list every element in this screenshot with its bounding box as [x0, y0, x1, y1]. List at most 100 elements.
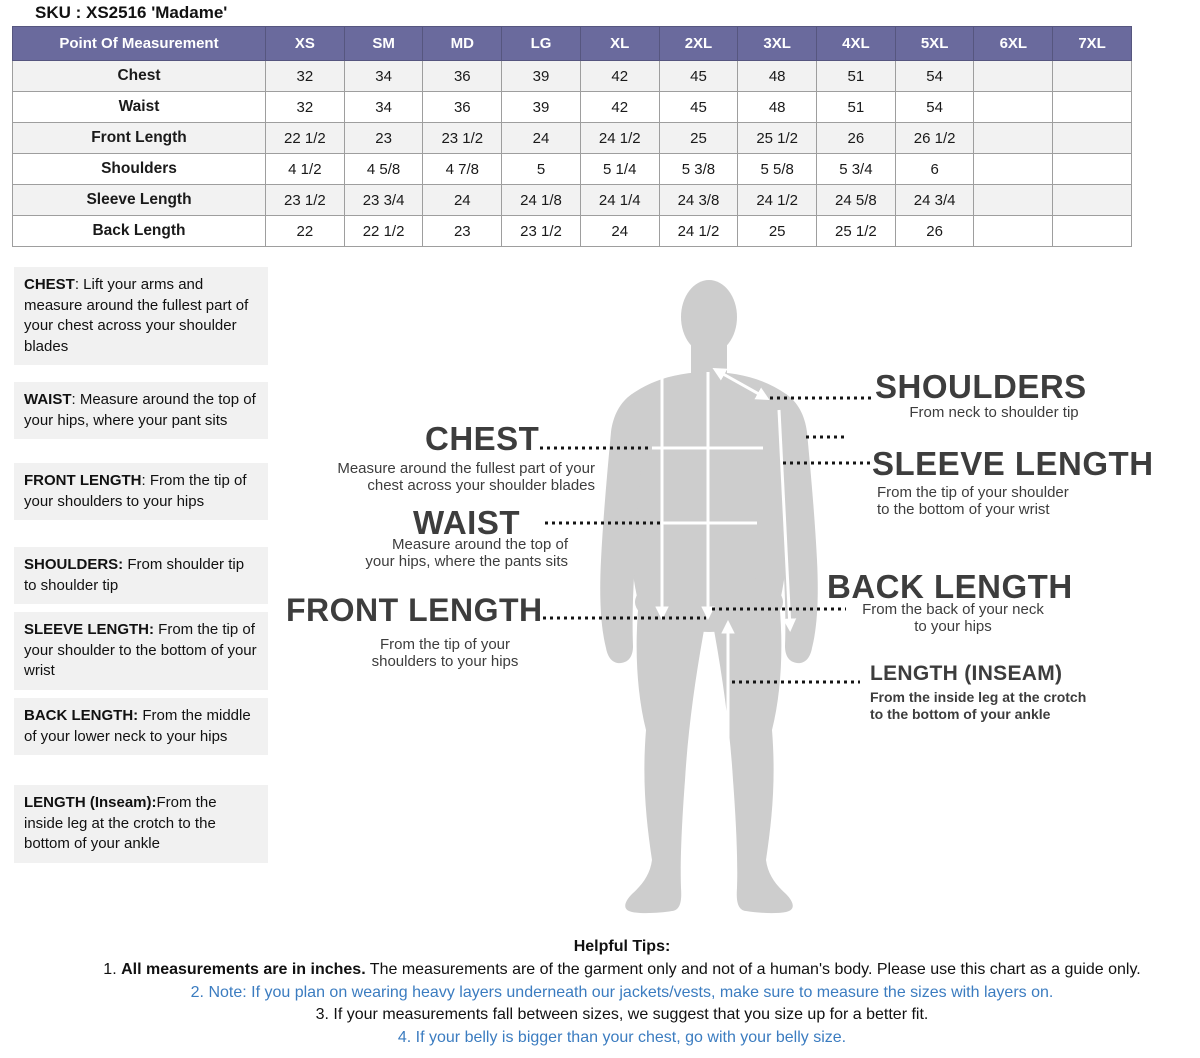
note-back-length-desc: From the middle of your lower neck to yo… — [24, 707, 251, 745]
size-table-row: Chest 32 34 36 39 42 45 48 51 54 — [12, 60, 1132, 92]
note-inseam: LENGTH (Inseam):From the inside leg at t… — [14, 785, 268, 863]
diagram-sleeve-length-desc: From the tip of your shoulder to the bot… — [877, 484, 1069, 518]
size-value-cell: 39 — [501, 91, 581, 123]
size-value-cell — [973, 153, 1054, 185]
column-header-size: XL — [579, 26, 660, 61]
row-label: Shoulders — [12, 153, 266, 185]
size-value-cell: 25 1/2 — [737, 122, 818, 154]
size-value-cell: 5 — [501, 153, 581, 185]
column-header-size: LG — [501, 26, 581, 61]
size-table-row: Back Length 22 22 1/2 23 23 1/2 24 24 1/2 25 25 … — [12, 215, 1132, 247]
size-table-row: Sleeve Length 23 1/2 23 3/4 24 24 1/8 24 1/4 2… — [12, 184, 1132, 216]
size-value-cell — [973, 215, 1054, 247]
note-front-length-desc: : From the tip of your shoulders to your… — [24, 472, 247, 510]
size-value-cell: 32 — [265, 91, 345, 123]
size-value-cell: 54 — [894, 91, 975, 123]
size-table-row: Waist 32 34 36 39 42 45 48 51 54 — [12, 91, 1132, 123]
diagram-front-length-title: FRONT LENGTH — [286, 592, 543, 628]
column-header-size: XS — [265, 26, 345, 61]
size-value-cell: 24 3/8 — [658, 184, 739, 216]
size-value-cell: 54 — [894, 60, 975, 92]
size-value-cell: 24 1/8 — [501, 184, 581, 216]
size-value-cell: 23 1/2 — [265, 184, 345, 216]
diagram-back-length-desc: From the back of your neck to your hips — [862, 601, 1044, 635]
diagram-waist-desc: Measure around the top of your hips, whe… — [365, 536, 568, 570]
note-back-length: BACK LENGTH: From the middle of your low… — [14, 698, 268, 755]
diagram-inseam-title: LENGTH (INSEAM) — [870, 662, 1063, 685]
size-table-row: Front Length 22 1/2 23 23 1/2 24 24 1/2 25 25 1… — [12, 122, 1132, 154]
size-value-cell: 24 1/2 — [579, 122, 660, 154]
diagram-waist-title: WAIST — [413, 504, 520, 541]
sleeve-measure-line — [777, 409, 797, 633]
note-sleeve-length: SLEEVE LENGTH: From the tip of your shou… — [14, 612, 268, 690]
size-value-cell: 24 — [579, 215, 660, 247]
size-value-cell: 22 1/2 — [265, 122, 345, 154]
size-value-cell: 25 — [658, 122, 739, 154]
tip-1-text: The measurements are of the garment only… — [365, 961, 1141, 978]
row-label: Chest — [12, 60, 266, 92]
size-value-cell: 32 — [265, 60, 345, 92]
note-back-length-term: BACK LENGTH: — [24, 707, 139, 724]
size-value-cell: 25 — [737, 215, 818, 247]
size-value-cell: 36 — [422, 60, 503, 92]
size-value-cell: 45 — [658, 91, 739, 123]
size-value-cell — [1052, 184, 1132, 216]
shoulders-measure-line — [712, 368, 770, 400]
size-value-cell — [1052, 153, 1132, 185]
size-value-cell — [1052, 91, 1132, 123]
size-value-cell: 24 5/8 — [816, 184, 896, 216]
tip-3-number: 3. — [315, 1006, 334, 1023]
size-value-cell: 5 5/8 — [737, 153, 818, 185]
size-value-cell: 51 — [816, 60, 896, 92]
size-value-cell: 22 — [265, 215, 345, 247]
column-header-size: 3XL — [737, 26, 818, 61]
size-value-cell: 5 3/4 — [816, 153, 896, 185]
row-label: Sleeve Length — [12, 184, 266, 216]
size-value-cell: 48 — [737, 60, 818, 92]
tip-1-bold: All measurements are in inches. — [121, 961, 366, 978]
diagram-back-length-title: BACK LENGTH — [827, 568, 1073, 605]
helpful-tips-section: Helpful Tips: 1. All measurements are in… — [44, 938, 1200, 1049]
note-chest-desc: : Lift your arms and measure around the … — [24, 276, 249, 355]
tip-2-text: Note: If you plan on wearing heavy layer… — [208, 983, 1054, 1001]
size-value-cell: 5 1/4 — [579, 153, 660, 185]
tip-2-number: 2. — [190, 983, 209, 1001]
note-chest-term: CHEST — [24, 276, 75, 293]
column-header-size: 4XL — [816, 26, 896, 61]
size-value-cell: 25 1/2 — [816, 215, 896, 247]
diagram-front-length-desc: From the tip of your shoulders to your h… — [371, 636, 519, 670]
size-table-row: Shoulders 4 1/2 4 5/8 4 7/8 5 5 1/4 5 3/8 5 5/8… — [12, 153, 1132, 185]
size-value-cell: 4 5/8 — [343, 153, 424, 185]
size-value-cell: 34 — [343, 60, 424, 92]
size-value-cell — [973, 60, 1054, 92]
tip-2: 2. Note: If you plan on wearing heavy la… — [44, 982, 1200, 1005]
size-value-cell: 48 — [737, 91, 818, 123]
size-table-body: Chest 32 34 36 39 42 45 48 51 54 Waist 32 34 36 39 42 45… — [12, 60, 1132, 247]
column-header-size: 5XL — [894, 26, 975, 61]
column-header-size: SM — [343, 26, 424, 61]
column-header-size: MD — [422, 26, 503, 61]
leader-lines — [536, 396, 872, 684]
size-value-cell: 4 1/2 — [265, 153, 345, 185]
size-value-cell: 34 — [343, 91, 424, 123]
tip-4: 4. If your belly is bigger than your che… — [44, 1027, 1200, 1050]
note-waist-term: WAIST — [24, 391, 72, 408]
tip-4-text: If your belly is bigger than your chest,… — [415, 1028, 847, 1046]
size-value-cell: 24 1/4 — [579, 184, 660, 216]
row-label: Front Length — [12, 122, 266, 154]
measure-lines — [652, 368, 797, 860]
size-value-cell — [973, 91, 1054, 123]
size-value-cell: 24 1/2 — [737, 184, 818, 216]
size-value-cell: 26 — [894, 215, 975, 247]
size-value-cell: 24 1/2 — [658, 215, 739, 247]
note-waist: WAIST: Measure around the top of your hi… — [14, 382, 268, 439]
size-value-cell: 23 — [422, 215, 503, 247]
note-shoulders-desc: From shoulder tip to shoulder tip — [24, 556, 245, 594]
page-title: SKU : XS2516 'Madame' — [35, 3, 228, 22]
column-header-size: 7XL — [1052, 26, 1132, 61]
size-value-cell — [1052, 122, 1132, 154]
size-table: Point Of Measurement XS SM MD LG XL 2XL 3XL 4XL 5… — [12, 26, 1132, 247]
row-label: Waist — [12, 91, 266, 123]
note-inseam-term: LENGTH (Inseam): — [24, 794, 157, 811]
